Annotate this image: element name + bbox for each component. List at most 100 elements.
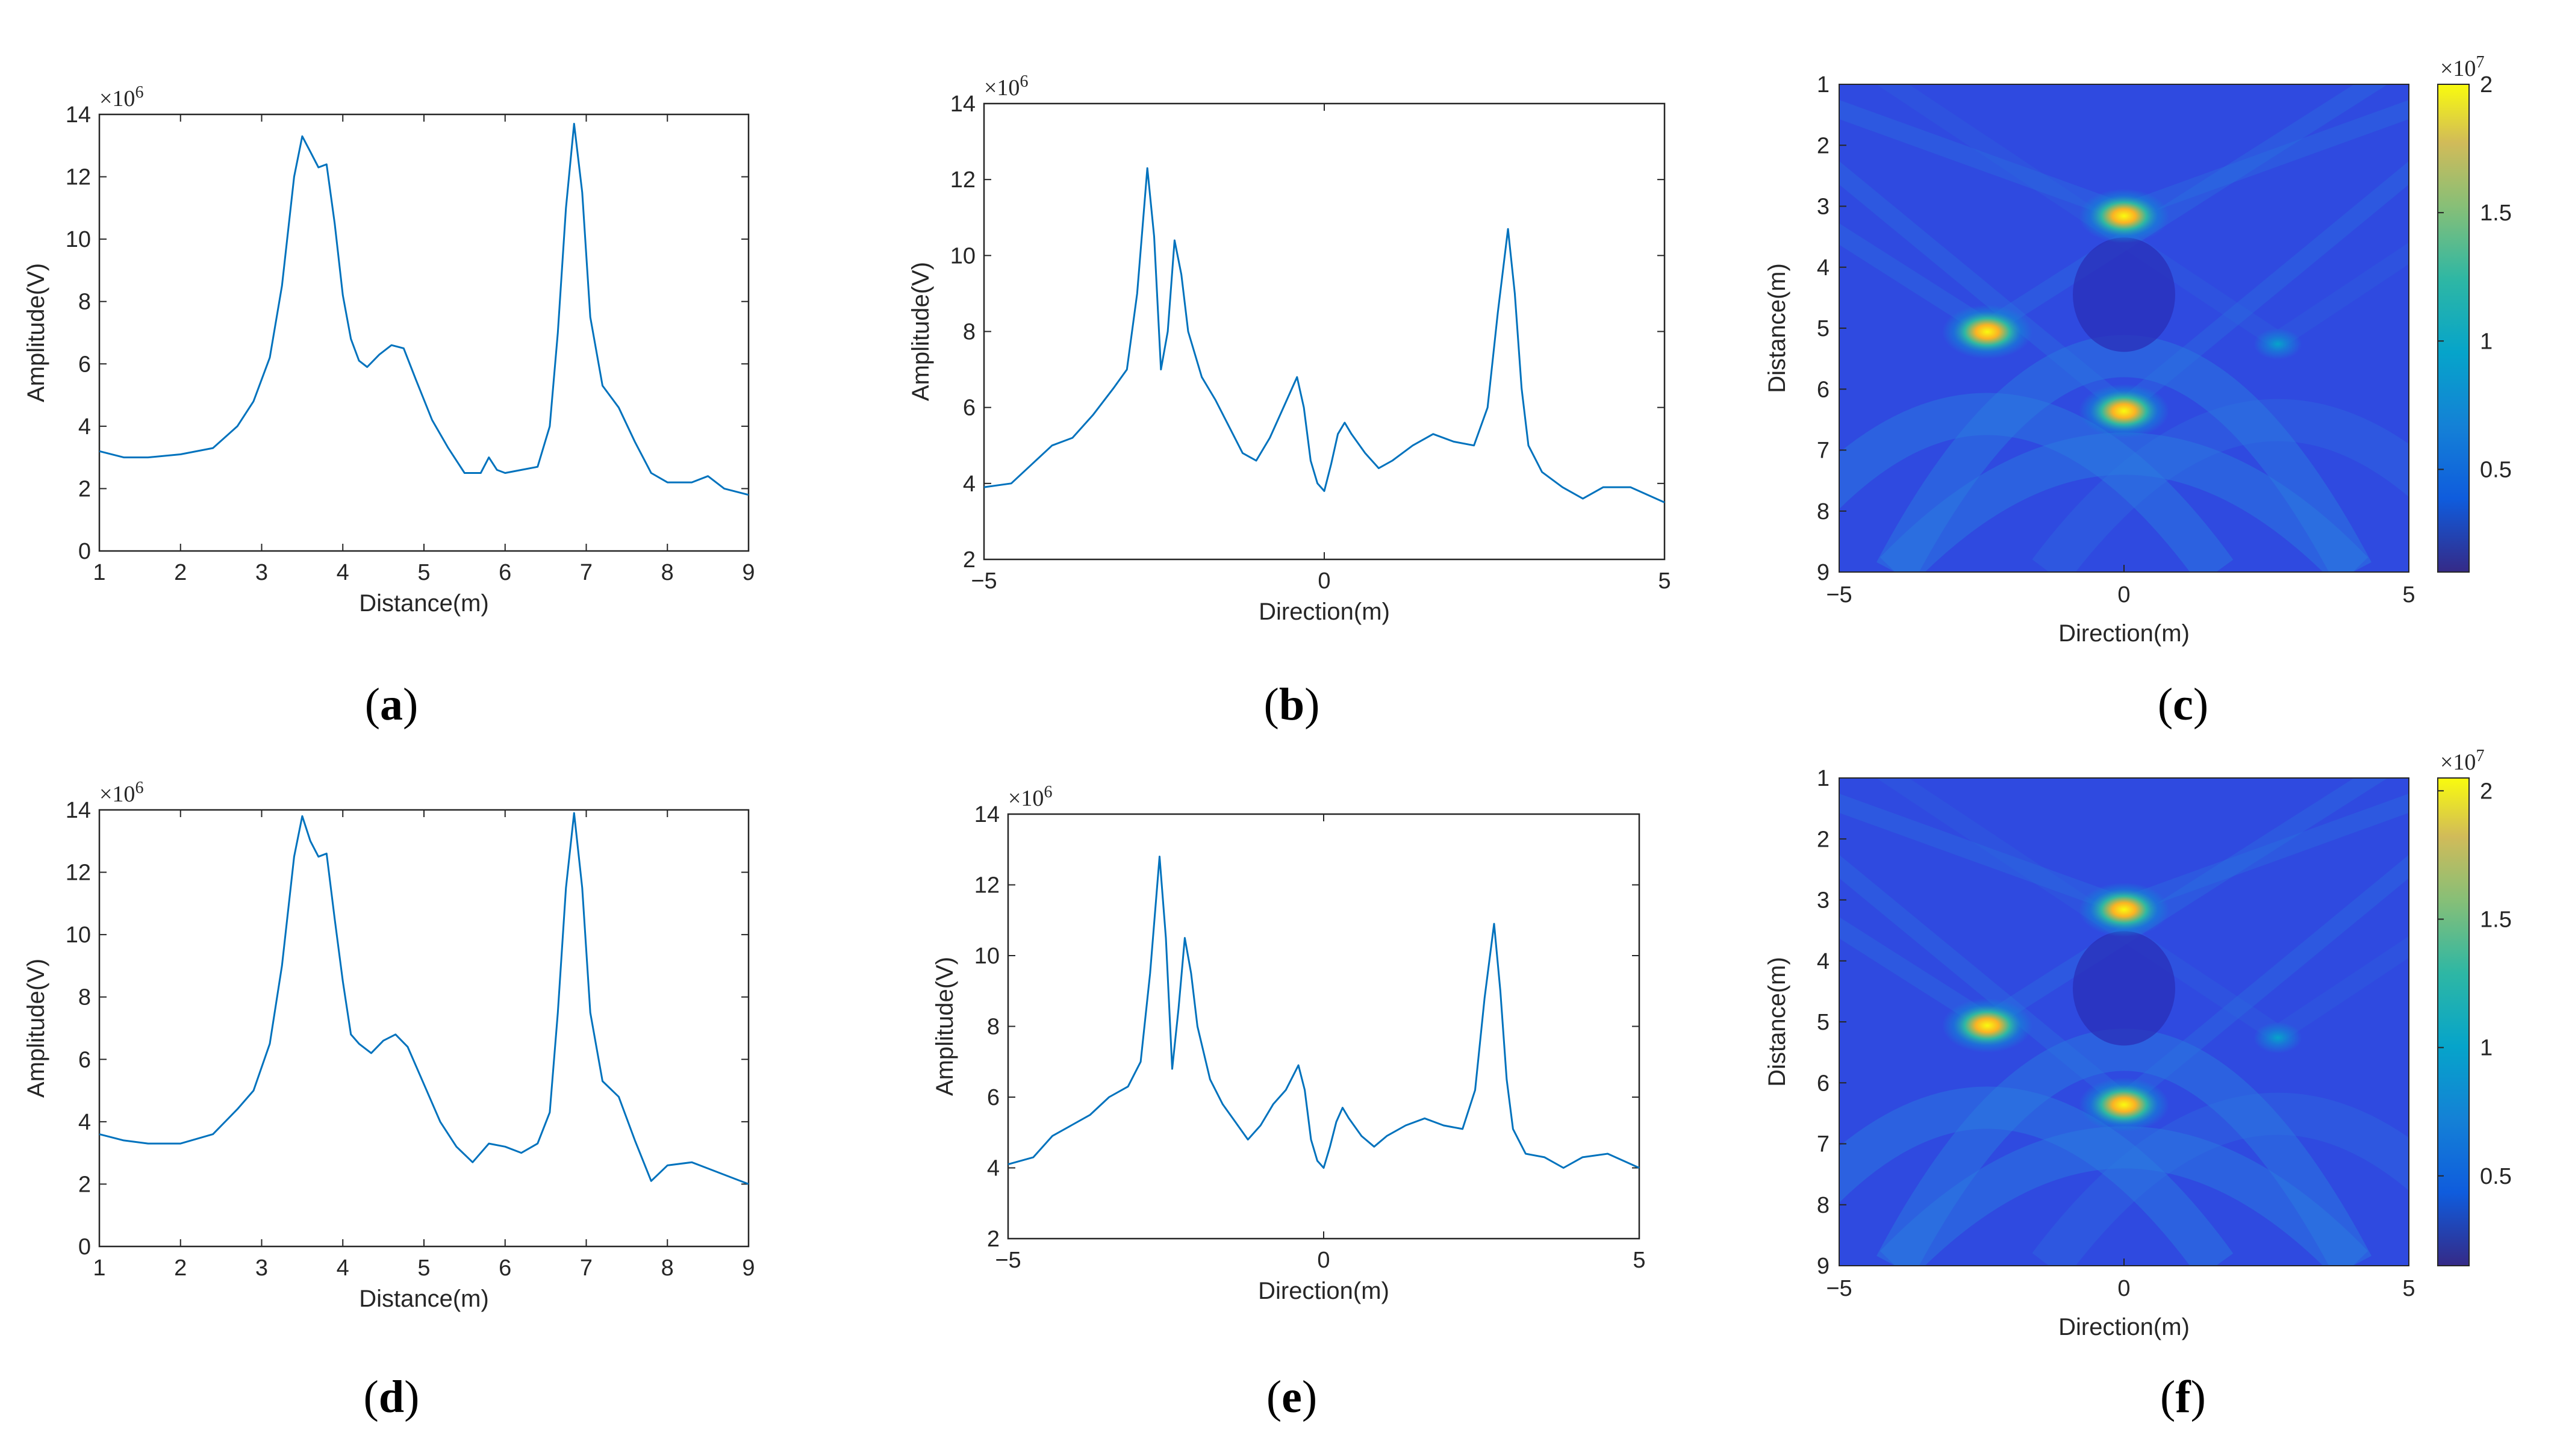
colorbar-tick-label: 1 xyxy=(2480,1036,2493,1061)
plot-frame xyxy=(98,809,750,1248)
x-tick-label: 5 xyxy=(417,1255,430,1281)
y-tick-label: 10 xyxy=(950,243,976,269)
colorbar-tick-label: 2 xyxy=(2480,72,2493,98)
y-tick-label: 14 xyxy=(66,798,91,823)
x-tick-label: 9 xyxy=(742,560,755,585)
wavefront-arc xyxy=(1880,432,2368,572)
y-tick-label: 7 xyxy=(1817,438,1830,464)
colorbar-tick-label: 0.5 xyxy=(2480,1164,2512,1189)
y-tick-label: 12 xyxy=(974,873,1000,898)
y-tick-label: 5 xyxy=(1817,316,1830,341)
wavefront-arc xyxy=(1839,1086,2234,1266)
y-tick-label: 8 xyxy=(963,320,976,345)
y-tick-label: 2 xyxy=(1817,827,1830,852)
y-tick-label: 2 xyxy=(78,476,91,502)
multiplier-exponent: 7 xyxy=(2476,747,2484,765)
x-tick-label: 0 xyxy=(2117,1276,2130,1301)
hotspot xyxy=(2079,384,2169,438)
x-tick-label: 2 xyxy=(174,1255,187,1281)
colorbar xyxy=(2437,777,2470,1266)
x-tick-label: −5 xyxy=(995,1248,1021,1273)
multiplier-base: ×10 xyxy=(99,782,135,807)
low-intensity-region xyxy=(2073,237,2175,352)
hotspot xyxy=(2253,328,2302,360)
y-tick-label: 8 xyxy=(78,985,91,1010)
x-tick-label: 6 xyxy=(499,560,511,585)
x-axis-label: Distance(m) xyxy=(359,590,489,617)
y-axis-multiplier: ×106 xyxy=(984,72,1028,101)
y-tick-label: 6 xyxy=(987,1085,1000,1110)
plot-frame xyxy=(98,113,750,552)
x-tick-label: 3 xyxy=(255,560,268,585)
y-tick-label: 3 xyxy=(1817,194,1830,220)
colorbar xyxy=(2437,84,2470,573)
x-axis-label: Distance(m) xyxy=(359,1286,489,1312)
x-tick-label: 8 xyxy=(661,560,674,585)
y-tick-label: 6 xyxy=(963,396,976,421)
y-tick-label: 10 xyxy=(66,227,91,252)
colorbar-tick-label: 2 xyxy=(2480,779,2493,804)
subfigure-label-c: (c) xyxy=(2158,679,2208,730)
y-tick-label: 4 xyxy=(987,1156,1000,1181)
x-tick-label: 3 xyxy=(255,1255,268,1281)
x-axis-label: Direction(m) xyxy=(1258,1278,1389,1304)
colorbar-tick-label: 0.5 xyxy=(2480,457,2512,482)
x-tick-label: −5 xyxy=(971,568,997,594)
y-tick-label: 3 xyxy=(1817,888,1830,913)
multiplier-base: ×10 xyxy=(2440,750,2476,775)
y-tick-label: 9 xyxy=(1817,560,1830,585)
multiplier-base: ×10 xyxy=(1008,786,1044,811)
colorbar-tick-label: 1.5 xyxy=(2480,201,2512,226)
x-axis-label: Direction(m) xyxy=(1259,599,1390,625)
x-tick-label: 4 xyxy=(337,1255,349,1281)
y-tick-label: 6 xyxy=(1817,377,1830,402)
y-axis-label: Amplitude(V) xyxy=(908,262,934,401)
hotspot xyxy=(1942,305,2032,359)
x-tick-label: 5 xyxy=(417,560,430,585)
multiplier-base: ×10 xyxy=(2440,56,2476,81)
y-tick-label: 14 xyxy=(974,802,1000,827)
y-tick-label: 1 xyxy=(1817,766,1830,791)
y-tick-label: 8 xyxy=(1817,499,1830,524)
data-series-line xyxy=(99,123,749,496)
x-tick-label: 8 xyxy=(661,1255,674,1281)
y-tick-label: 12 xyxy=(950,167,976,193)
hotspot xyxy=(2079,1077,2169,1132)
plot-frame xyxy=(1007,813,1640,1240)
panel-c-heatmap: −5 0 5 1 2 3 4 5 6 7 8 9 Direction(m) Distance(m) 0.5 1… xyxy=(1764,53,2512,647)
x-tick-label: 1 xyxy=(93,560,105,585)
x-tick-label: 7 xyxy=(580,1255,593,1281)
x-tick-label: 7 xyxy=(580,560,593,585)
wavefront-arc xyxy=(2032,1092,2409,1266)
x-axis-label: Direction(m) xyxy=(2058,620,2190,647)
hotspot xyxy=(1942,998,2032,1053)
colorbar-tick-label: 1.5 xyxy=(2480,907,2512,932)
y-tick-label: 4 xyxy=(963,471,976,497)
y-axis-multiplier: ×106 xyxy=(99,779,143,807)
panel-a-line-chart: 1 2 3 4 5 6 7 8 902468101214×106Distance(m)Ampli… xyxy=(23,83,755,617)
y-tick-label: 12 xyxy=(66,165,91,190)
y-tick-label: 2 xyxy=(963,547,976,573)
x-tick-label: 0 xyxy=(2117,582,2130,608)
y-axis-label: Distance(m) xyxy=(1764,263,1790,393)
y-tick-label: 4 xyxy=(1817,949,1830,974)
x-tick-label: 0 xyxy=(1318,568,1330,594)
y-tick-label: 6 xyxy=(1817,1071,1830,1096)
x-tick-label: −5 xyxy=(1826,1276,1852,1301)
x-tick-label: −5 xyxy=(1826,582,1852,608)
y-axis-label: Distance(m) xyxy=(1764,957,1790,1087)
y-tick-label: 8 xyxy=(987,1015,1000,1040)
panel-b-line-chart: −5 0 52468101214×106Direction(m)Amplitude(… xyxy=(908,72,1671,625)
x-tick-label: 5 xyxy=(2402,582,2415,608)
y-tick-label: 8 xyxy=(78,290,91,315)
colorbar-tick-label: 1 xyxy=(2480,329,2493,354)
wavefront-arc xyxy=(1880,1126,2368,1266)
x-tick-label: 0 xyxy=(1317,1248,1330,1273)
y-axis-label: Amplitude(V) xyxy=(932,957,958,1096)
low-intensity-region xyxy=(2073,931,2175,1046)
x-axis-label: Direction(m) xyxy=(2058,1314,2190,1340)
wavefront-arc xyxy=(2032,399,2409,572)
x-tick-label: 4 xyxy=(337,560,349,585)
y-axis-label: Amplitude(V) xyxy=(23,959,49,1098)
